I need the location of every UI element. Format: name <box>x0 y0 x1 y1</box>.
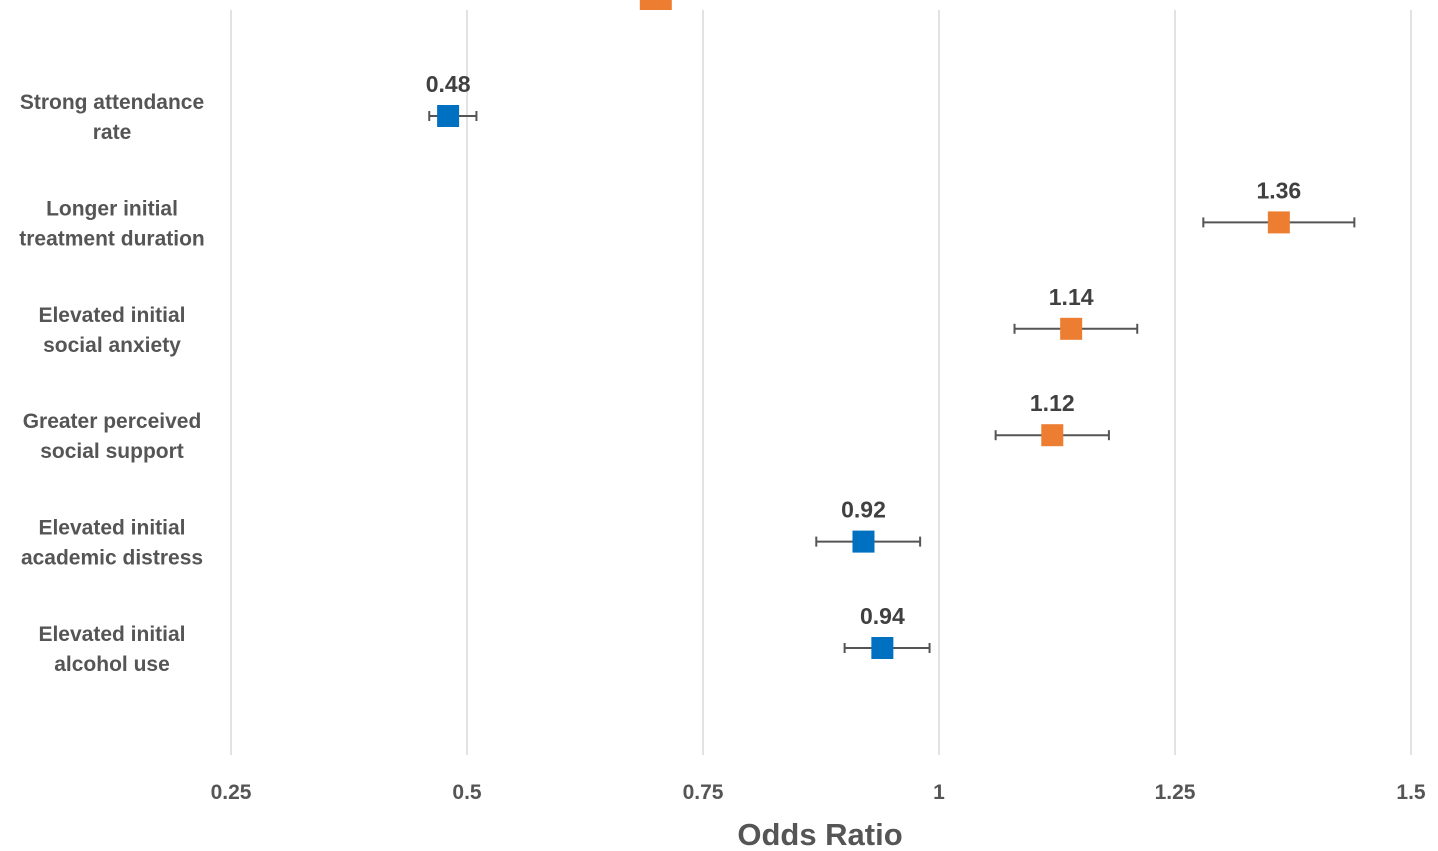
category-label-line: Greater perceived <box>23 410 202 433</box>
x-tick-label: 1.5 <box>1396 781 1426 804</box>
category-label-line: social anxiety <box>43 334 181 357</box>
category-label-line: Elevated initial <box>38 304 185 327</box>
data-value-label: 1.12 <box>1030 390 1075 416</box>
category-label-line: Elevated initial <box>38 623 185 646</box>
category-label: Elevated initial social anxiety <box>38 304 185 357</box>
data-value-label: 0.92 <box>841 497 886 523</box>
category-label-line: Longer initial <box>46 197 178 220</box>
data-point-marker <box>437 105 460 127</box>
partial-top-point <box>639 0 672 10</box>
grid-lines <box>230 10 1412 755</box>
category-label: Greater perceived social support <box>23 410 202 463</box>
data-row: Elevated initial academic distress 0.92 <box>21 497 922 570</box>
x-tick-label: 1 <box>933 781 945 804</box>
data-value-label: 1.14 <box>1049 284 1094 310</box>
data-point-marker <box>1060 317 1083 340</box>
data-rows: Strong attendance rate 0.48 Longer initial t… <box>19 71 1356 676</box>
x-tick-label: 0.75 <box>683 781 724 804</box>
data-point-marker <box>871 637 894 659</box>
category-label-line: Strong attendance <box>20 91 204 114</box>
category-label: Longer initial treatment duration <box>19 197 205 250</box>
data-row: Elevated initial social anxiety 1.14 <box>38 284 1139 357</box>
category-label: Strong attendance rate <box>20 91 204 144</box>
data-value-label: 1.36 <box>1256 177 1301 203</box>
data-point-marker <box>1041 424 1064 447</box>
data-row: Elevated initial alcohol use 0.94 <box>38 603 931 676</box>
data-value-label: 0.94 <box>860 603 905 629</box>
category-label-line: alcohol use <box>54 653 170 676</box>
data-point-marker <box>1267 211 1290 234</box>
data-row: Greater perceived social support 1.12 <box>23 390 1110 463</box>
data-row: Strong attendance rate 0.48 <box>20 71 478 144</box>
category-label-line: social support <box>40 440 184 463</box>
category-label-line: rate <box>93 121 132 144</box>
x-tick-label: 0.5 <box>452 781 482 804</box>
data-row: Longer initial treatment duration 1.36 <box>19 177 1356 250</box>
x-axis-ticks: 0.25 0.5 0.75 1 1.25 1.5 <box>211 781 1426 804</box>
category-label: Elevated initial alcohol use <box>38 623 185 676</box>
x-axis-title: Odds Ratio <box>737 817 902 851</box>
category-label-line: treatment duration <box>19 227 205 250</box>
data-value-label: 0.48 <box>426 71 471 97</box>
x-tick-label: 1.25 <box>1155 781 1196 804</box>
category-label: Elevated initial academic distress <box>21 517 203 570</box>
x-tick-label: 0.25 <box>211 781 252 804</box>
data-point-marker <box>852 530 875 553</box>
category-label-line: academic distress <box>21 547 203 570</box>
category-label-line: Elevated initial <box>38 517 185 540</box>
data-point-marker <box>639 0 672 10</box>
